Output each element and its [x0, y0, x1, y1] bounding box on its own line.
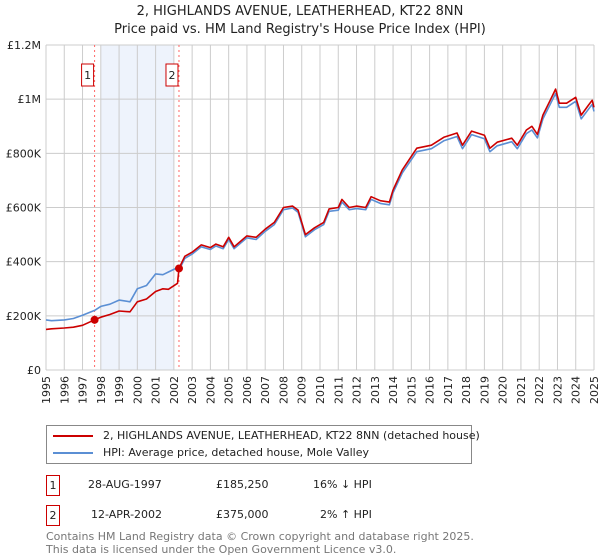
footer: Contains HM Land Registry data © Crown c… — [46, 530, 474, 556]
x-tick-label: 2022 — [533, 376, 546, 404]
x-tick-label: 2007 — [259, 376, 272, 404]
y-tick-label: £1M — [18, 93, 42, 106]
sale-label: 1 — [84, 69, 91, 82]
sale-row: 2 12-APR-2002 £375,000 2% ↑ HPI — [46, 505, 546, 526]
legend-item-property: 2, HIGHLANDS AVENUE, LEATHERHEAD, KT22 8… — [53, 428, 480, 444]
x-tick-label: 2013 — [369, 376, 382, 404]
x-tick-label: 2008 — [277, 376, 290, 404]
legend-label-hpi: HPI: Average price, detached house, Mole… — [103, 446, 369, 459]
sale-point — [174, 264, 183, 273]
x-tick-label: 2002 — [168, 376, 181, 404]
x-tick-label: 2004 — [204, 376, 217, 404]
x-tick-label: 2014 — [387, 376, 400, 404]
sale-date: 12-APR-2002 — [91, 508, 163, 521]
sale-price: £185,250 — [216, 478, 269, 491]
y-tick-label: £1.2M — [7, 39, 41, 52]
legend-swatch-hpi — [53, 452, 93, 454]
legend-label-property: 2, HIGHLANDS AVENUE, LEATHERHEAD, KT22 8… — [103, 429, 480, 442]
chart-title: 2, HIGHLANDS AVENUE, LEATHERHEAD, KT22 8… — [136, 4, 464, 19]
x-tick-label: 2003 — [186, 376, 199, 404]
sale-row: 1 28-AUG-1997 £185,250 16% ↓ HPI — [46, 475, 546, 496]
y-tick-label: £400K — [6, 256, 42, 269]
x-tick-label: 2016 — [424, 376, 437, 404]
x-tick-label: 2006 — [241, 376, 254, 404]
y-tick-label: £200K — [6, 310, 42, 323]
x-tick-label: 2019 — [478, 376, 491, 404]
sale-point — [90, 315, 99, 324]
sale-hpi-diff: 16% ↓ HPI — [313, 478, 372, 491]
y-tick-label: £600K — [6, 202, 42, 215]
sale-number-badge: 1 — [46, 475, 60, 496]
x-tick-label: 2012 — [351, 376, 364, 404]
sale-price: £375,000 — [216, 508, 269, 521]
x-tick-label: 1999 — [113, 376, 126, 404]
legend-item-hpi: HPI: Average price, detached house, Mole… — [53, 445, 369, 461]
sale-date: 28-AUG-1997 — [88, 478, 162, 491]
x-tick-label: 2020 — [497, 376, 510, 404]
x-tick-label: 2015 — [405, 376, 418, 404]
sale-label-box — [165, 63, 179, 87]
x-tick-label: 2001 — [150, 376, 163, 404]
legend-swatch-property — [53, 435, 93, 437]
x-tick-label: 2017 — [442, 376, 455, 404]
x-tick-label: 2005 — [223, 376, 236, 404]
x-tick-label: 2009 — [296, 376, 309, 404]
x-tick-label: 2000 — [131, 376, 144, 404]
x-tick-label: 1996 — [58, 376, 71, 404]
x-tick-label: 2025 — [588, 376, 600, 404]
x-tick-label: 2010 — [314, 376, 327, 404]
y-tick-label: £800K — [6, 147, 42, 160]
x-tick-label: 2011 — [332, 376, 345, 404]
sale-label-box — [81, 63, 95, 87]
x-tick-label: 2018 — [460, 376, 473, 404]
sale-label: 2 — [168, 69, 175, 82]
property-price-line — [45, 88, 595, 331]
sale-hpi-diff: 2% ↑ HPI — [320, 508, 372, 521]
x-tick-label: 2024 — [570, 376, 583, 404]
footer-licence: This data is licensed under the Open Gov… — [46, 543, 397, 556]
x-tick-label: 1995 — [40, 376, 53, 404]
legend: 2, HIGHLANDS AVENUE, LEATHERHEAD, KT22 8… — [46, 425, 480, 464]
price-chart: 1995 1996 1997 1998 1999 2000 2001 2002 2003 2004… — [6, 39, 600, 404]
x-tick-label: 1998 — [95, 376, 108, 404]
y-tick-label: £0 — [27, 364, 41, 377]
hpi-line — [45, 92, 595, 322]
x-tick-label: 2023 — [551, 376, 564, 404]
footer-copyright: Contains HM Land Registry data © Crown c… — [46, 530, 474, 543]
x-tick-label: 1997 — [77, 376, 90, 404]
x-tick-label: 2021 — [515, 376, 528, 404]
sale-number-badge: 2 — [46, 505, 60, 526]
chart-subtitle: Price paid vs. HM Land Registry's House … — [114, 22, 486, 37]
